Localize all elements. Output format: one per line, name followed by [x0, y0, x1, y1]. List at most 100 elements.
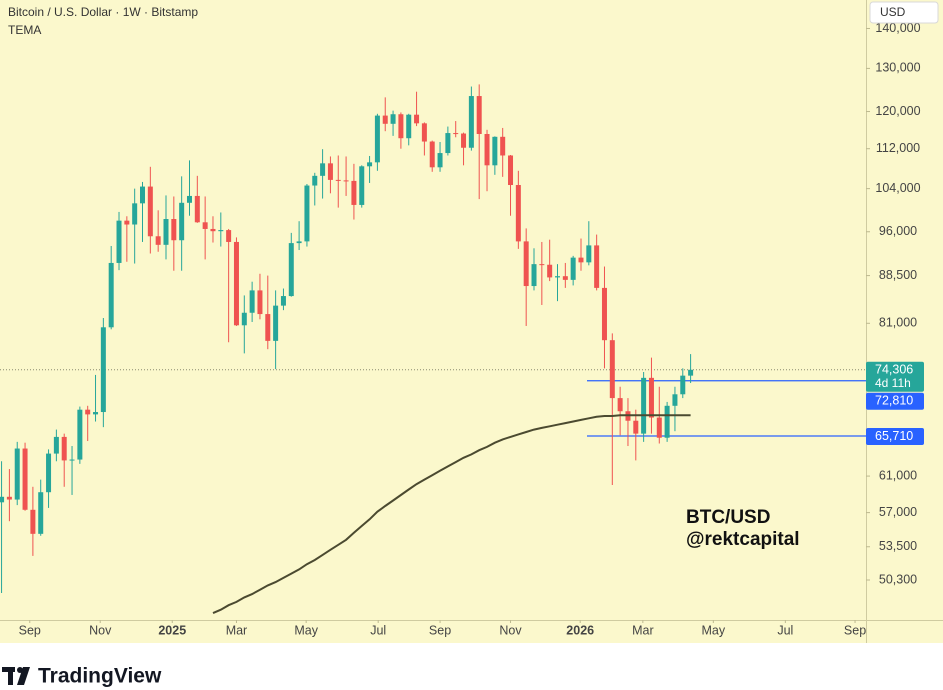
candle-body	[320, 163, 326, 176]
candle-body	[672, 394, 678, 406]
price-axis: 140,000 130,000 120,000 112,000 104,000 96,00…	[866, 21, 924, 586]
candle-body	[523, 241, 529, 287]
candle-body	[179, 202, 185, 241]
candle-body	[327, 163, 333, 180]
candle-body	[116, 220, 122, 263]
indicator-line	[212, 414, 691, 615]
x-tick-label: Sep	[19, 623, 41, 637]
y-tick-label: 81,000	[879, 316, 917, 330]
candle-body	[547, 264, 553, 278]
price-label-box	[866, 392, 924, 410]
candle-body	[688, 369, 694, 376]
candle-body	[398, 114, 404, 139]
price-label-box	[866, 428, 924, 446]
candle-body	[155, 236, 161, 245]
chart-title: Bitcoin / U.S. Dollar · 1W · Bitstamp	[8, 5, 198, 19]
candle-body	[492, 136, 498, 166]
currency-button[interactable]	[869, 1, 939, 24]
x-tick-label: 2025	[158, 623, 186, 637]
candle-body	[586, 245, 592, 263]
watermark-line: @rektcapital	[686, 529, 800, 550]
candle-body	[140, 186, 146, 204]
candle-body	[22, 448, 28, 510]
y-tick-label: 57,000	[879, 505, 917, 519]
price-label: 74,306	[875, 363, 913, 377]
candle-body	[461, 133, 467, 148]
x-tick-label: Mar	[632, 623, 654, 637]
candle-body	[69, 459, 75, 461]
candle-body	[249, 290, 255, 313]
candle-body	[382, 115, 388, 124]
candle-body	[280, 296, 286, 306]
candle-body	[562, 276, 568, 280]
y-tick-label: 104,000	[875, 181, 920, 195]
candle-body	[601, 287, 607, 341]
candle-body	[77, 409, 83, 460]
candle-body	[351, 180, 357, 205]
candle-body	[288, 243, 294, 297]
y-tick-label: 140,000	[875, 21, 920, 35]
brand-name: TradingView	[38, 665, 162, 688]
plot-area	[0, 84, 866, 615]
candle-body	[343, 180, 349, 182]
candle-body	[570, 257, 576, 280]
candle-body	[61, 436, 67, 461]
candle-body	[421, 123, 427, 142]
candle-body	[304, 185, 310, 242]
x-tick-label: Nov	[499, 623, 522, 637]
candle-body	[367, 162, 373, 167]
candle-body	[132, 203, 138, 225]
y-tick-label: 120,000	[875, 104, 920, 118]
x-tick-label: May	[702, 623, 726, 637]
x-tick-label: May	[294, 623, 318, 637]
candle-body	[257, 290, 263, 315]
candle-body	[163, 219, 169, 245]
candle-body	[335, 179, 341, 181]
x-tick-label: Nov	[89, 623, 112, 637]
y-tick-label: 130,000	[875, 61, 920, 75]
x-tick-label: Jul	[777, 623, 793, 637]
candle-body	[14, 448, 20, 500]
candle-body	[578, 257, 584, 263]
candle-body	[218, 230, 224, 232]
candle-body	[241, 312, 247, 326]
candle-body	[453, 133, 459, 135]
candle-body	[273, 305, 279, 341]
candle-body	[437, 153, 443, 168]
candle-body	[648, 377, 654, 418]
candle-body	[500, 136, 506, 156]
candle-body	[100, 327, 106, 413]
candle-body	[194, 195, 200, 223]
candle-body	[609, 340, 615, 399]
currency-label[interactable]: USD	[880, 5, 906, 19]
y-tick-label: 53,500	[879, 539, 917, 553]
candle-body	[296, 241, 302, 244]
brand-logo	[2, 667, 30, 685]
candle-body	[53, 436, 59, 454]
candle-body	[233, 241, 239, 326]
candle-body	[594, 245, 600, 288]
price-label: 72,810	[875, 394, 913, 408]
candle-body	[680, 375, 686, 395]
candle-body	[476, 96, 482, 134]
candle-body	[374, 115, 380, 163]
candle-body	[554, 276, 560, 278]
candle-body	[171, 219, 177, 241]
candle-body	[617, 398, 623, 412]
candle-body	[359, 166, 365, 205]
footer-background	[0, 643, 943, 690]
x-tick-label: Sep	[844, 623, 866, 637]
candle-body	[633, 420, 639, 434]
candle-body	[186, 195, 192, 203]
candle-body	[531, 264, 537, 287]
candle-body	[445, 133, 451, 154]
candle-body	[85, 409, 91, 415]
watermark-line: BTC/USD	[686, 507, 770, 528]
candle-body	[664, 405, 670, 438]
y-tick-label: 112,000	[876, 141, 920, 155]
candle-body	[429, 141, 435, 168]
y-tick-label: 96,000	[879, 224, 917, 238]
y-tick-label: 50,300	[879, 572, 917, 586]
